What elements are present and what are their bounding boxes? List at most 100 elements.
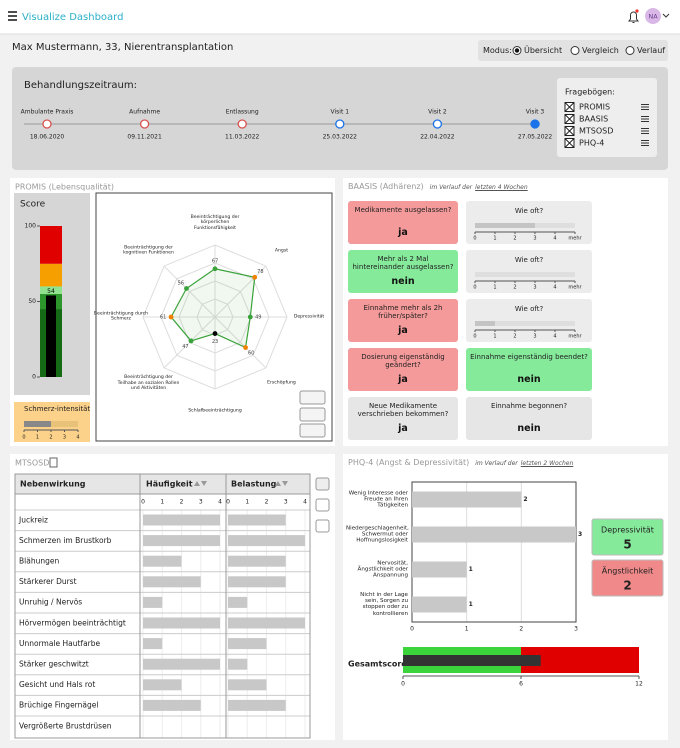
questionnaire-item: MTSOSD	[579, 127, 613, 136]
answer-card	[348, 397, 458, 440]
questionnaire-item: BAASIS	[579, 115, 608, 124]
radar-axis-label: Beeinträchtigung der kognitiven Funktion…	[123, 245, 174, 256]
event-date: 18.06.2020	[30, 134, 65, 141]
category-label: Nicht in der Lage sein, Sorgen zu stoppe…	[360, 591, 408, 617]
radar-axis-label: Erschöpfung	[267, 380, 296, 386]
frequency-bar	[143, 638, 163, 650]
avatar[interactable]	[645, 8, 661, 24]
view-button[interactable]	[299, 423, 326, 438]
event-label: Visit 2	[428, 109, 447, 116]
frequency-label: Wie oft?	[515, 207, 544, 215]
event-marker[interactable]	[432, 119, 443, 129]
radar-spoke	[214, 265, 267, 318]
category-label: Nervosität, Ängstlichkeit oder Anspannun…	[357, 559, 408, 579]
frequency-bar	[143, 596, 163, 608]
radar-axis-label: Schlafbeeinträchtigung	[188, 408, 242, 414]
score-card-label: Depressivität	[601, 526, 654, 535]
event-date: 22.04.2022	[420, 134, 455, 141]
frequency-tick-label: 3	[533, 334, 536, 340]
frequency-card	[466, 299, 592, 342]
export-icon[interactable]	[49, 457, 58, 468]
burden-bar	[228, 535, 305, 547]
answer-card	[348, 250, 458, 293]
radar-point	[188, 338, 194, 344]
baasis-title: BAASIS (Adhärenz) im Verlauf der letzten 4…	[348, 182, 528, 191]
pain-tick-label: 4	[76, 435, 79, 441]
burden-bar	[228, 658, 248, 670]
pain-tick-label: 0	[22, 435, 25, 441]
event-label: Aufnahme	[129, 109, 160, 116]
total-tick-label: 6	[519, 681, 523, 688]
question: Einnahme eigenständig beendet?	[470, 353, 588, 361]
side-effect-label: Stärker geschwitzt	[19, 660, 89, 669]
table-view-icon[interactable]	[315, 498, 330, 512]
score-card-value: 2	[623, 579, 631, 593]
frequency-bar	[143, 617, 220, 629]
question: Medikamente ausgelassen?	[354, 206, 452, 214]
question: Mehr als 2 Mal hintereinander ausgelasse…	[352, 255, 454, 272]
score-card	[591, 559, 664, 597]
answer-card	[466, 397, 592, 440]
frequency-bar	[143, 699, 201, 711]
event-marker[interactable]	[237, 119, 247, 129]
table-tick-label: 1	[160, 499, 164, 506]
mode-radio[interactable]	[625, 46, 635, 55]
sort-icon[interactable]	[275, 481, 288, 486]
event-marker[interactable]	[335, 119, 345, 129]
questionnaire-title: Fragebögen:	[565, 88, 615, 97]
category-label: Wenig Interesse oder Freude an Ihren Tät…	[348, 489, 408, 509]
radar-axis-label: Beeinträchtigung der körperlichen Funkti…	[190, 215, 240, 231]
questionnaire-item: PHQ-4	[579, 139, 604, 148]
mode-option: Vergleich	[582, 46, 619, 55]
event-date: 09.11.2021	[127, 134, 162, 141]
frequency-tick-label: 2	[513, 334, 516, 340]
side-effect-label: Gesicht und Hals rot	[19, 680, 95, 689]
table-tick-label: 3	[199, 499, 203, 506]
side-effect-label: Vergrößerte Brustdrüsen	[19, 721, 112, 730]
total-tick-label: 0	[401, 681, 405, 688]
frequency-tick-label: 4	[553, 334, 556, 340]
radar-point	[243, 345, 248, 350]
table-view-icon[interactable]	[315, 519, 330, 533]
event-marker[interactable]	[139, 119, 150, 129]
table-view-icon[interactable]	[315, 477, 330, 491]
event-marker[interactable]	[42, 119, 52, 129]
event-marker[interactable]	[530, 119, 540, 129]
radar-spoke	[163, 265, 216, 318]
table-tick-label: 3	[284, 499, 288, 506]
radar-value-label: 67	[212, 258, 218, 264]
radar-axis-label: Beeinträchtigung der Teilhabe an soziale…	[117, 375, 180, 392]
radar-axis-label: Beeinträchtigung durch Schmerz	[93, 311, 149, 322]
radar-point	[252, 274, 258, 280]
check-x	[564, 102, 575, 112]
section-link[interactable]: letzten 2 Wochen	[520, 460, 574, 467]
table-tick-label: 0	[141, 499, 145, 506]
event-label: Visit 3	[526, 109, 545, 116]
bar-value-label: 2	[523, 496, 527, 503]
question: Dosierung eigenständig geändert?	[361, 353, 445, 370]
score-card	[591, 518, 664, 556]
burden-bar	[228, 514, 286, 526]
bell-icon[interactable]	[628, 11, 639, 23]
view-button[interactable]	[299, 390, 326, 405]
pain-label: Schmerz-intensität	[24, 405, 90, 413]
mode-option: Übersicht	[524, 45, 562, 55]
answer: ja	[398, 325, 408, 336]
frequency-label: Wie oft?	[515, 256, 544, 264]
x-tick-label: 1	[465, 626, 469, 633]
sort-icon[interactable]	[194, 481, 207, 486]
header-bar	[0, 0, 680, 34]
score-title: Score	[20, 200, 46, 210]
bar	[412, 561, 467, 578]
check-x	[564, 138, 575, 148]
frequency-tick-label: 0	[473, 334, 476, 340]
view-button[interactable]	[299, 407, 326, 422]
section-link[interactable]: letzten 4 Wochen	[475, 184, 528, 191]
x-tick-label: 3	[574, 626, 578, 633]
mode-radio[interactable]	[570, 46, 580, 55]
timeline-title: Behandlungszeitraum:	[24, 80, 137, 91]
pain-tick-label: 2	[49, 435, 52, 441]
avatar-chevron[interactable]	[662, 13, 670, 18]
